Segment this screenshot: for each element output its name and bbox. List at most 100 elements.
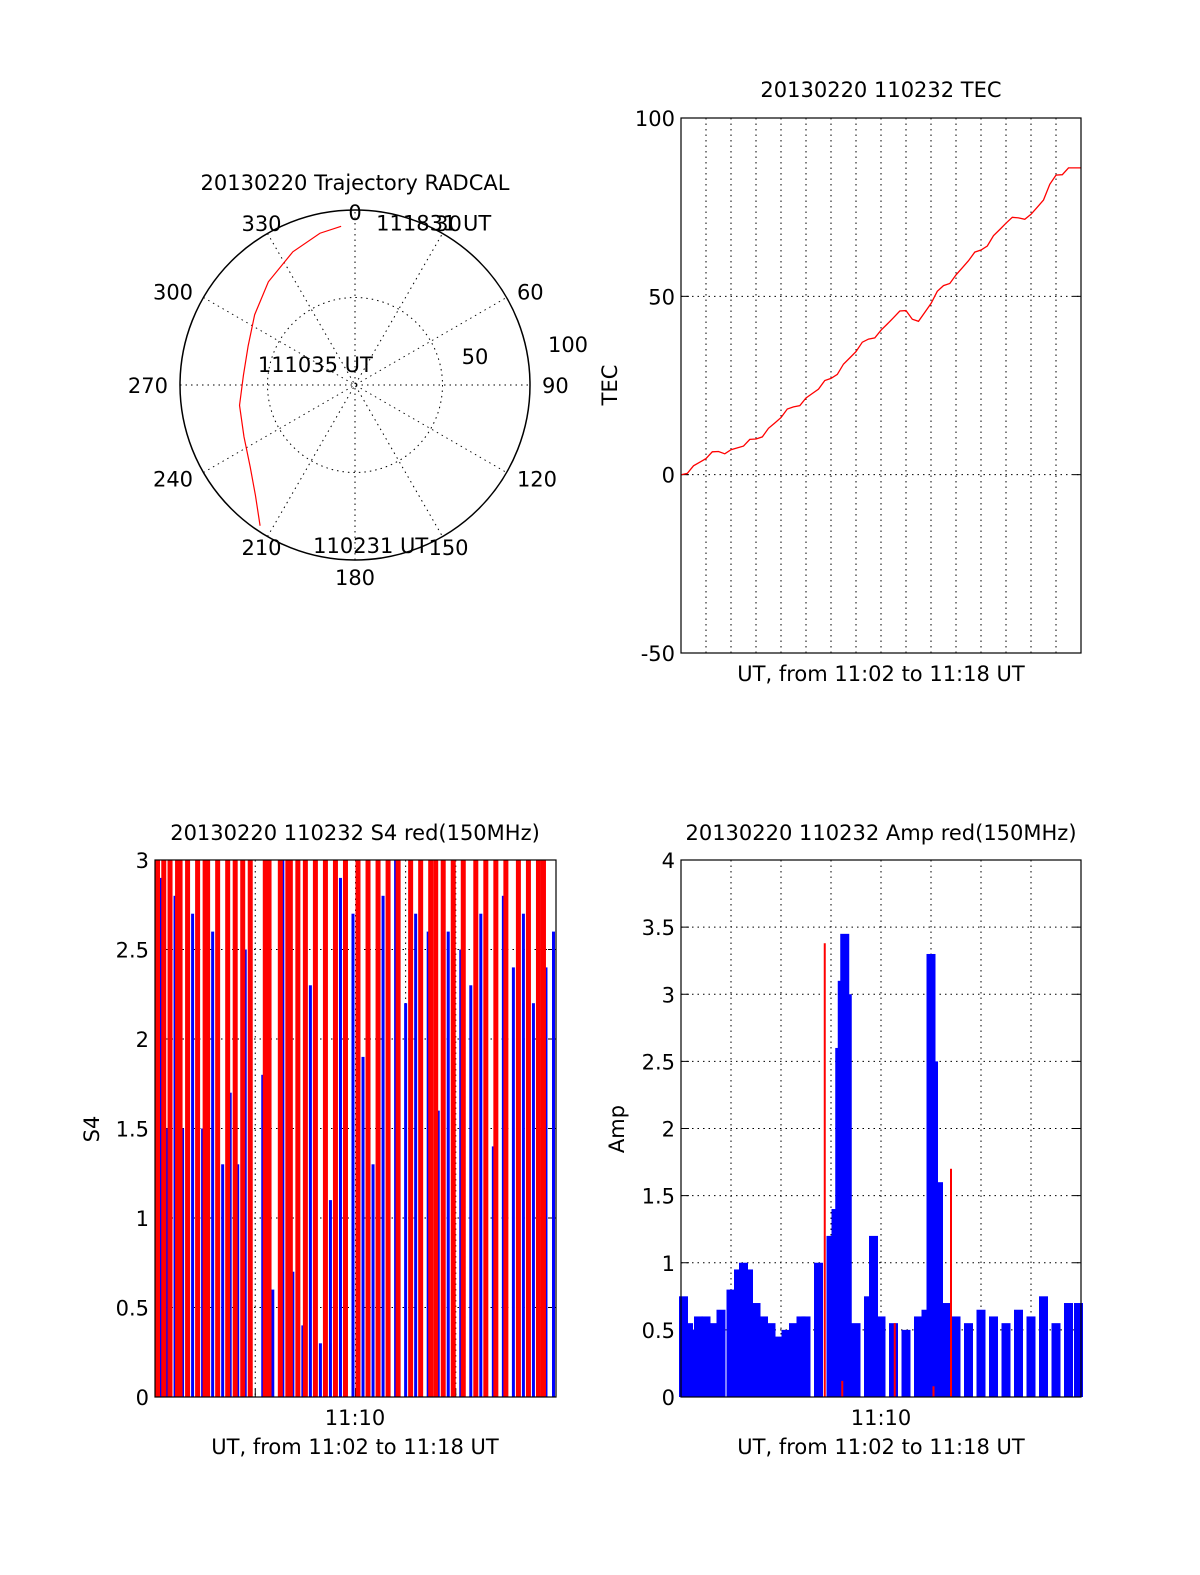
polar-annotation-end: 111831 UT [376,211,491,235]
polar-angle-label: 330 [241,212,281,236]
bar-red [202,860,208,1397]
bar-blue [901,1329,911,1397]
bar-red [225,860,231,1397]
bar-blue [281,860,285,1397]
bar-red [232,860,238,1397]
bar-blue [739,1262,748,1397]
bar-blue [789,1323,798,1397]
bar-red [262,860,268,1397]
amp-bars [679,933,1083,1397]
y-tick-label: 2 [662,1118,675,1142]
bar-blue [934,1182,943,1397]
y-tick-label: 2.5 [642,1050,675,1074]
polar-spoke [267,233,443,537]
tec-y-tick-labels: 100 50 0 -50 [635,107,675,666]
tec-title: 20130220 110232 TEC [760,78,1001,102]
bar-red [302,860,308,1397]
y-tick-label: 100 [635,107,675,131]
tec-x-axis-label: UT, from 11:02 to 11:18 UT [737,662,1025,686]
bar-red [433,860,439,1397]
bar-blue [381,895,385,1397]
s4-bars [154,860,555,1397]
s4-panel: 20130220 110232 S4 red(150MHz) 3 2.5 2 1.5 1… [80,821,557,1459]
bar-blue [308,985,312,1397]
bar-blue [271,1289,275,1397]
bar-blue [1051,1323,1061,1397]
bar-red [950,1168,952,1397]
bar-red [175,860,181,1397]
s4-y-tick-labels: 3 2.5 2 1.5 1 0.5 0 [116,849,149,1410]
bar-red [385,860,391,1397]
polar-angle-label: 120 [517,468,557,492]
bar-blue [501,895,505,1397]
s4-y-axis-label: S4 [80,1116,104,1143]
bar-red [503,860,509,1397]
bar-blue [544,967,548,1397]
bar-blue [521,913,525,1397]
bar-blue [261,1074,265,1397]
bar-blue [846,1343,856,1397]
bar-blue [291,1271,295,1397]
amp-y-axis-label: Amp [605,1105,629,1153]
polar-angle-label: 30 [435,212,462,236]
bar-blue [191,913,195,1397]
polar-spoke [203,297,507,473]
bar-blue [181,1128,185,1397]
polar-angle-label: 240 [153,468,193,492]
bar-red [332,860,338,1397]
bar-blue [976,1309,986,1397]
bar-red [493,860,499,1397]
bar-blue [709,1323,718,1397]
bar-red [365,860,371,1397]
bar-red [428,860,434,1397]
bar-blue [318,1343,322,1397]
bar-red [167,860,173,1397]
bar-blue [929,1061,938,1397]
bar-red [195,860,201,1397]
polar-panel: 20130220 Trajectory RADCAL 0 30 60 90 120 150… [128,171,588,590]
y-tick-label: 0.5 [642,1319,675,1343]
y-tick-label: 3 [662,983,675,1007]
bar-red [408,860,414,1397]
polar-angle-label: 0 [348,201,361,225]
amp-panel: 20130220 110232 Amp red(150MHz) 4 3.5 3 2.5… [605,821,1083,1459]
bar-blue [826,1235,836,1397]
amp-x-tick-label: 11:10 [851,1406,912,1430]
bar-blue [684,1323,693,1397]
bar-blue [921,1309,931,1397]
bar-blue [173,895,177,1397]
polar-annotation-start: 110231 UT [313,534,428,558]
bar-blue [414,913,418,1397]
bar-red [440,860,446,1397]
bar-blue [1039,1296,1048,1397]
polar-angle-label: 300 [153,281,193,305]
bar-blue [876,1316,886,1397]
bar-red [215,860,221,1397]
bar-blue [726,1289,736,1397]
bar-red [540,860,546,1397]
bar-red [483,860,489,1397]
bar-blue [351,913,355,1397]
tec-grid [681,117,1081,654]
bar-blue [436,1110,440,1397]
bar-blue [159,877,163,1397]
y-tick-label: 4 [662,849,675,873]
bar-blue [1074,1303,1083,1397]
polar-spoke [203,297,507,473]
y-tick-label: 0 [662,1386,675,1410]
bar-red [395,860,401,1397]
bar-red [285,860,291,1397]
bar-red [185,860,191,1397]
bar-red [460,860,466,1397]
bar-blue [404,1003,408,1397]
bar-red [312,860,318,1397]
bar-blue [989,1316,998,1397]
bar-blue [1014,1309,1023,1397]
bar-blue [551,931,555,1397]
bar-blue [446,931,450,1397]
polar-title: 20130220 Trajectory RADCAL [201,171,510,195]
bar-blue [766,1323,776,1397]
bar-blue [394,860,398,1397]
bar-red [375,860,381,1397]
bar-blue [701,1316,711,1397]
